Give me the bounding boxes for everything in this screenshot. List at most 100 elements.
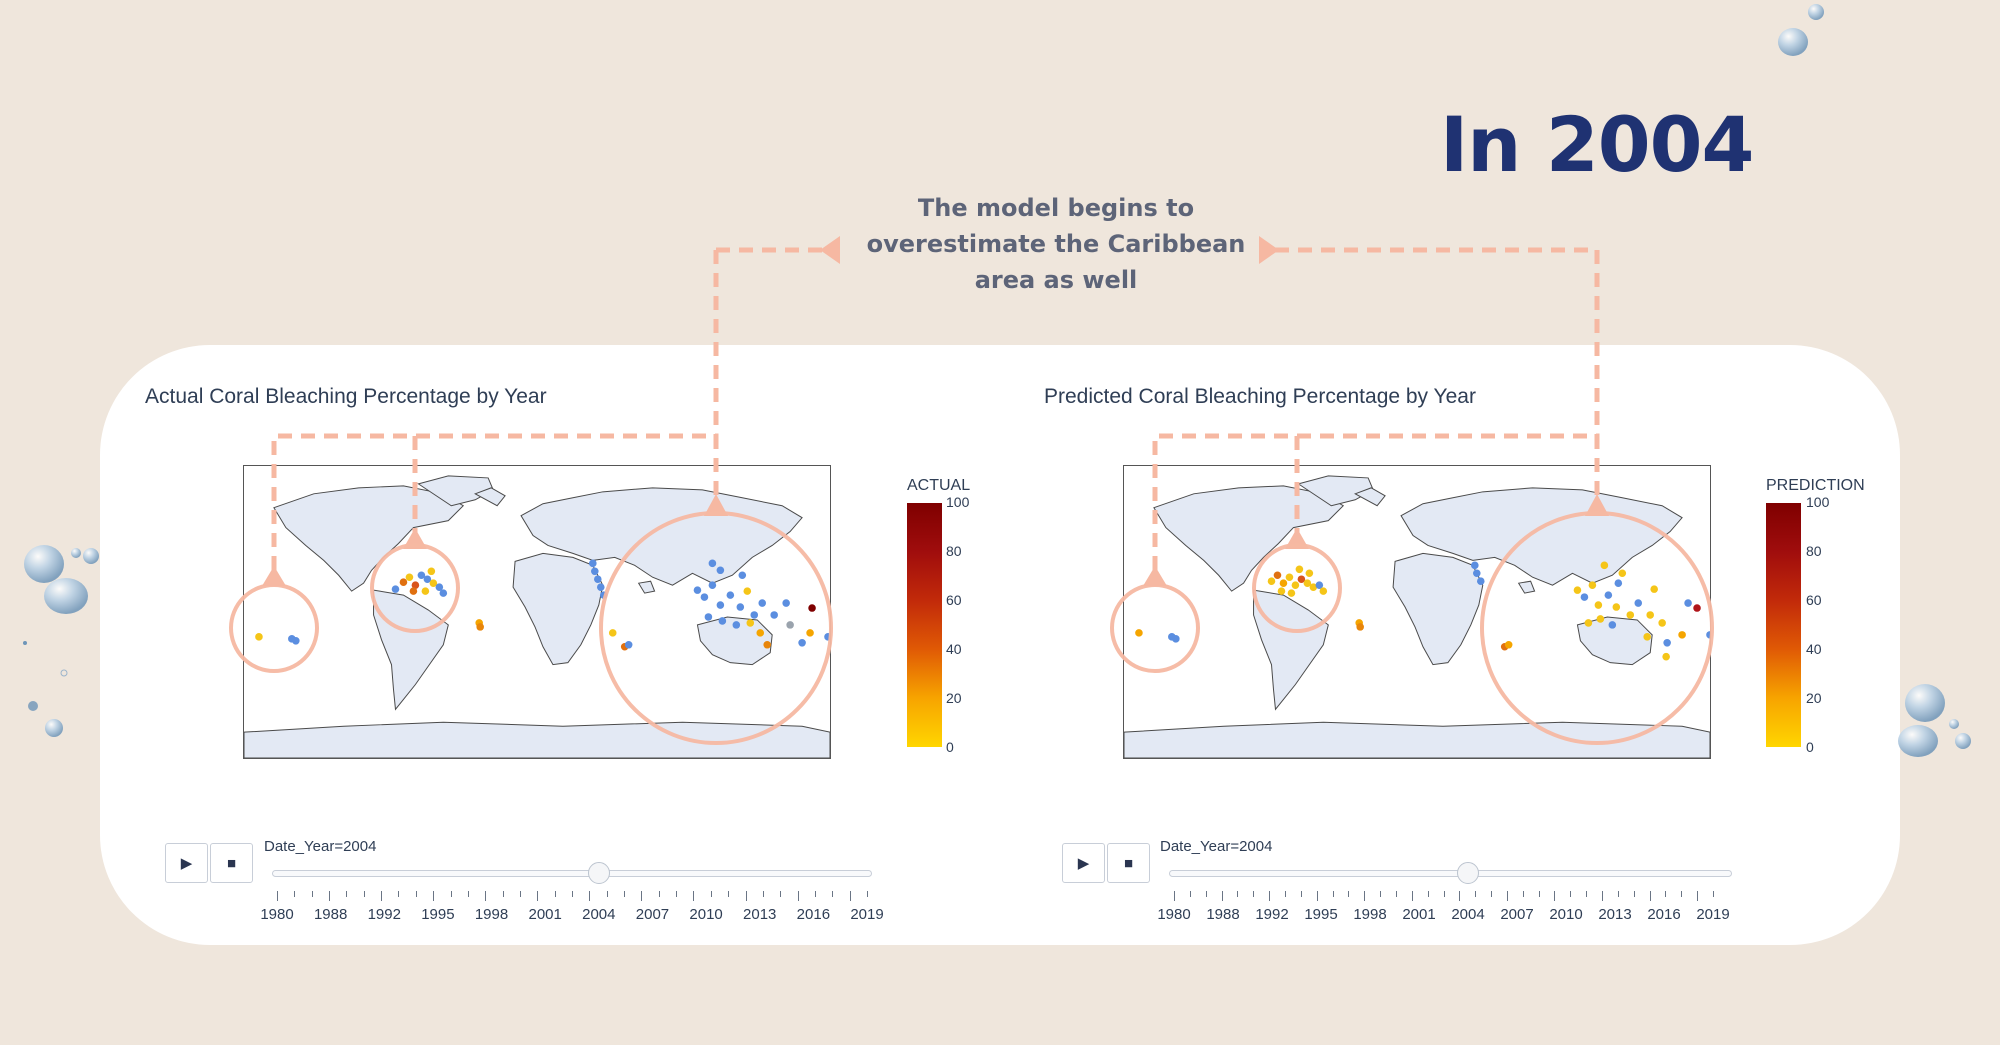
year-slider-handle[interactable] — [1457, 862, 1479, 884]
reef-marker[interactable] — [1594, 601, 1603, 609]
reef-marker[interactable] — [427, 567, 436, 576]
reef-marker[interactable] — [599, 591, 608, 599]
reef-marker[interactable] — [806, 629, 814, 637]
reef-marker[interactable] — [1267, 577, 1276, 585]
slider-tick-label[interactable]: 1992 — [1255, 906, 1289, 923]
reef-marker[interactable] — [756, 629, 765, 637]
reef-marker[interactable] — [391, 585, 400, 593]
reef-marker[interactable] — [1588, 581, 1597, 589]
slider-tick-label[interactable]: 1992 — [367, 906, 401, 923]
reef-marker[interactable] — [1608, 621, 1617, 629]
reef-marker[interactable] — [770, 611, 778, 619]
slider-tick-label[interactable]: 2007 — [1500, 906, 1534, 923]
reef-marker[interactable] — [1662, 652, 1670, 661]
slider-tick-label[interactable]: 2001 — [1402, 906, 1436, 923]
reef-marker[interactable] — [1584, 619, 1593, 627]
reef-marker[interactable] — [693, 586, 702, 594]
reef-marker[interactable] — [704, 613, 713, 621]
reef-marker[interactable] — [746, 619, 755, 627]
reef-marker[interactable] — [439, 589, 448, 597]
slider-tick-label[interactable]: 2004 — [1451, 906, 1485, 923]
reef-marker[interactable] — [1626, 611, 1635, 619]
year-slider-handle[interactable] — [587, 862, 610, 884]
reef-marker[interactable] — [708, 581, 717, 589]
slider-tick-label[interactable]: 2013 — [743, 906, 777, 923]
reef-marker[interactable] — [1305, 569, 1314, 578]
reef-marker[interactable] — [1319, 587, 1328, 595]
reef-marker[interactable] — [589, 559, 597, 568]
reef-marker[interactable] — [1135, 629, 1143, 637]
reef-marker[interactable] — [594, 575, 602, 583]
reef-marker[interactable] — [1279, 579, 1288, 587]
slider-tick-label[interactable]: 2010 — [1549, 906, 1583, 923]
play-button[interactable]: ▶ — [1062, 843, 1105, 883]
reef-marker[interactable] — [1172, 635, 1180, 643]
reef-marker[interactable] — [798, 639, 806, 647]
slider-tick-label[interactable]: 1980 — [1157, 906, 1191, 923]
slider-tick-label[interactable]: 2019 — [1696, 906, 1730, 923]
actual-world-map[interactable] — [243, 465, 831, 759]
reef-marker[interactable] — [1678, 631, 1686, 639]
reef-marker[interactable] — [591, 567, 599, 576]
reef-marker[interactable] — [1471, 561, 1479, 570]
stop-button[interactable]: ■ — [210, 843, 253, 883]
reef-marker[interactable] — [255, 633, 263, 641]
slider-tick-label[interactable]: 2007 — [635, 906, 670, 923]
reef-marker[interactable] — [786, 621, 794, 629]
reef-marker[interactable] — [718, 617, 727, 625]
reef-marker[interactable] — [716, 601, 725, 609]
reef-marker[interactable] — [1684, 599, 1692, 607]
reef-marker[interactable] — [624, 641, 633, 649]
reef-marker[interactable] — [1646, 611, 1654, 619]
reef-marker[interactable] — [1614, 579, 1623, 587]
reef-marker[interactable] — [1277, 587, 1286, 595]
reef-marker[interactable] — [1612, 603, 1621, 611]
slider-tick-label[interactable]: 2001 — [528, 906, 562, 923]
reef-marker[interactable] — [409, 587, 418, 595]
reef-marker[interactable] — [1580, 593, 1589, 601]
reef-marker[interactable] — [1473, 569, 1481, 578]
reef-marker[interactable] — [1706, 631, 1710, 639]
reef-marker[interactable] — [399, 578, 408, 586]
reef-marker[interactable] — [421, 587, 430, 595]
reef-marker[interactable] — [1650, 585, 1658, 593]
reef-marker[interactable] — [750, 611, 759, 619]
reef-marker[interactable] — [743, 587, 752, 595]
reef-marker[interactable] — [476, 623, 484, 631]
reef-marker[interactable] — [1291, 581, 1300, 589]
reef-marker[interactable] — [824, 633, 830, 641]
slider-tick-label[interactable]: 1995 — [1304, 906, 1338, 923]
slider-tick-label[interactable]: 1998 — [474, 906, 509, 923]
reef-marker[interactable] — [1295, 565, 1304, 574]
reef-marker[interactable] — [732, 621, 741, 629]
reef-marker[interactable] — [1573, 586, 1582, 594]
slider-tick-label[interactable]: 2013 — [1598, 906, 1632, 923]
reef-marker[interactable] — [1285, 573, 1294, 582]
slider-tick-label[interactable]: 1988 — [1206, 906, 1240, 923]
reef-marker[interactable] — [1504, 641, 1513, 649]
slider-tick-label[interactable]: 2019 — [850, 906, 884, 923]
slider-tick-label[interactable]: 1980 — [260, 906, 294, 923]
reef-marker[interactable] — [736, 603, 745, 611]
reef-marker[interactable] — [1600, 561, 1609, 570]
year-slider-rail[interactable] — [1169, 870, 1732, 877]
stop-button[interactable]: ■ — [1107, 843, 1150, 883]
reef-marker[interactable] — [758, 599, 767, 607]
play-button[interactable]: ▶ — [165, 843, 208, 883]
slider-tick-label[interactable]: 1988 — [313, 906, 348, 923]
reef-marker[interactable] — [1618, 569, 1627, 578]
reef-marker[interactable] — [716, 566, 725, 575]
reef-marker[interactable] — [1643, 633, 1652, 641]
reef-marker[interactable] — [1663, 639, 1671, 647]
reef-marker[interactable] — [1693, 604, 1701, 612]
reef-marker[interactable] — [1273, 571, 1282, 580]
reef-marker[interactable] — [292, 637, 300, 645]
reef-marker[interactable] — [608, 629, 617, 637]
slider-tick-label[interactable]: 2016 — [1647, 906, 1681, 923]
predicted-world-map[interactable] — [1123, 465, 1711, 759]
reef-marker[interactable] — [782, 599, 790, 607]
slider-tick-label[interactable]: 2010 — [689, 906, 723, 923]
slider-tick-label[interactable]: 2004 — [582, 906, 616, 923]
slider-tick-label[interactable]: 1995 — [421, 906, 455, 923]
reef-marker[interactable] — [738, 571, 747, 580]
